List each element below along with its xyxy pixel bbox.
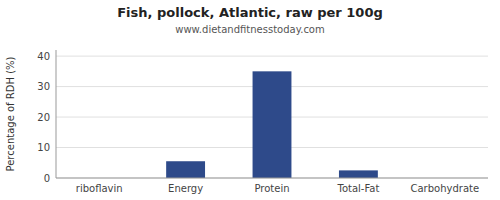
grid-line: [56, 56, 488, 57]
y-axis-label: Percentage of RDH (%): [5, 56, 16, 171]
chart: Fish, pollock, Atlantic, raw per 100g www…: [0, 0, 500, 200]
y-tick-label: 0: [44, 173, 50, 184]
y-axis: 0 10 20 30 40: [37, 50, 488, 184]
x-tick-label: Total-Fat: [336, 183, 379, 194]
bar: [166, 161, 205, 178]
y-tick-label: 40: [37, 51, 50, 62]
y-tick-label: 10: [37, 142, 50, 153]
x-tick-label: Energy: [168, 183, 203, 194]
y-tick-label: 30: [37, 81, 50, 92]
x-tick-label: riboflavin: [76, 183, 123, 194]
subtitle: www.dietandfitnesstoday.com: [175, 24, 324, 35]
title: Fish, pollock, Atlantic, raw per 100g: [117, 5, 383, 20]
y-axis-line: [56, 50, 57, 178]
x-axis-line: [56, 178, 488, 179]
grid-line: [56, 178, 488, 179]
y-tick-label: 20: [37, 112, 50, 123]
bar: [339, 170, 378, 178]
bars: [166, 71, 378, 178]
x-axis: riboflavin Energy Protein Total-Fat Carbohyd…: [56, 178, 488, 194]
x-tick-label: Protein: [254, 183, 289, 194]
x-tick-label: Carbohydrate: [410, 183, 479, 194]
bar: [253, 71, 292, 178]
